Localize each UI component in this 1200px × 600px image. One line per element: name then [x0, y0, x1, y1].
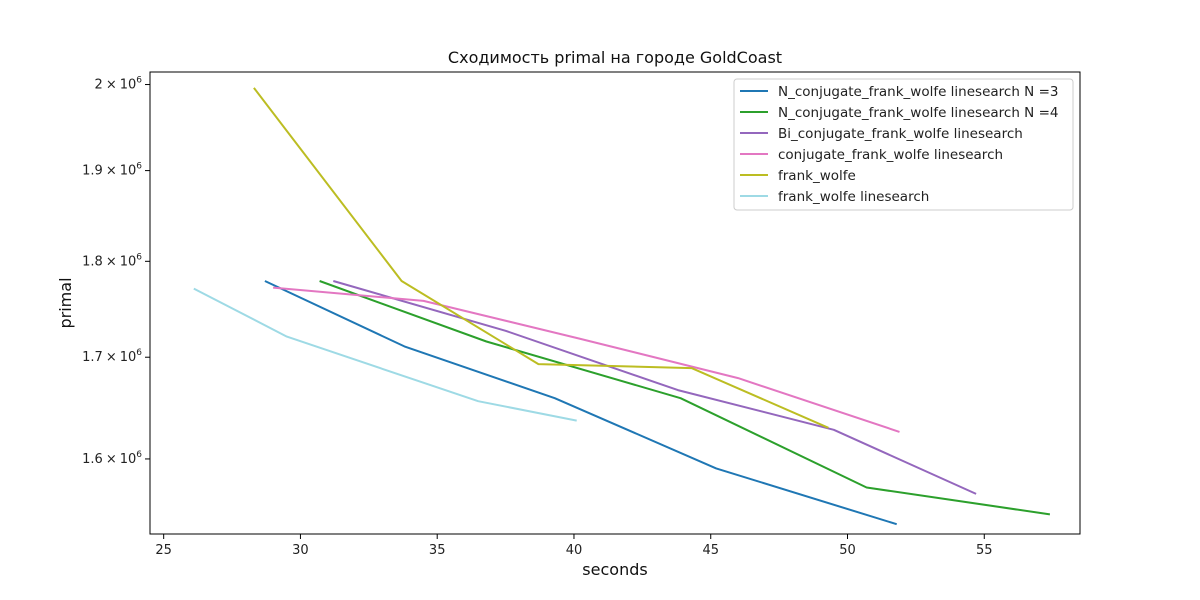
y-tick-exponent: 6	[136, 252, 142, 262]
x-tick-label: 50	[839, 543, 856, 558]
y-tick-times: ×	[106, 350, 117, 365]
x-axis-label: seconds	[582, 560, 647, 579]
x-tick-label: 35	[429, 543, 446, 558]
y-axis-label: primal	[56, 277, 75, 328]
y-tick-exponent: 6	[136, 450, 142, 460]
chart-title: Сходимость primal на городе GoldCoast	[448, 48, 782, 67]
y-tick-mantissa: 1.8	[82, 254, 103, 269]
legend-label: frank_wolfe	[778, 168, 856, 184]
y-tick-base: 10	[120, 78, 137, 93]
y-tick-mantissa: 1.9	[82, 164, 103, 179]
series-line-5	[253, 87, 829, 429]
legend: N_conjugate_frank_wolfe linesearch N =3 N…	[733, 78, 1074, 211]
y-tick-times: ×	[106, 254, 117, 269]
x-tick-label: 40	[566, 543, 583, 558]
y-tick-mantissa: 1.7	[82, 350, 103, 365]
legend-label: N_conjugate_frank_wolfe linesearch N =3	[778, 84, 1058, 100]
legend-frame	[733, 78, 1074, 211]
legend-label: Bi_conjugate_frank_wolfe linesearch	[778, 126, 1023, 142]
y-tick-times: ×	[106, 164, 117, 179]
y-tick-label: 1.9 × 106	[82, 162, 142, 179]
x-tick-label: 45	[702, 543, 719, 558]
series-line-2	[319, 280, 1051, 516]
series-line-6	[193, 287, 577, 422]
y-tick-exponent: 6	[136, 348, 142, 358]
y-tick-label: 1.7 × 106	[82, 348, 142, 365]
x-axis-ticks: 25 30 35 40 45 50 55	[155, 534, 993, 558]
y-tick-mantissa: 2	[95, 78, 103, 93]
y-tick-times: ×	[106, 78, 117, 93]
y-tick-base: 10	[120, 254, 137, 269]
series-lines	[193, 87, 1051, 526]
series-line-1	[264, 280, 897, 526]
series-line-4	[273, 286, 900, 433]
legend-label: conjugate_frank_wolfe linesearch	[778, 147, 1003, 163]
y-tick-base: 10	[120, 350, 137, 365]
x-tick-label: 30	[292, 543, 309, 558]
legend-label: N_conjugate_frank_wolfe linesearch N =4	[778, 105, 1058, 121]
legend-label: frank_wolfe linesearch	[778, 189, 929, 205]
x-tick-label: 25	[155, 543, 172, 558]
y-tick-label: 1.6 × 106	[82, 450, 142, 467]
y-tick-label: 1.8 × 106	[82, 252, 142, 269]
y-tick-times: ×	[106, 452, 117, 467]
y-tick-exponent: 6	[136, 76, 142, 86]
y-tick-label: 2 × 106	[95, 76, 143, 93]
y-tick-base: 10	[120, 164, 137, 179]
legend-entries: N_conjugate_frank_wolfe linesearch N =3 N…	[740, 84, 1058, 205]
series-line-3	[333, 280, 977, 495]
x-tick-label: 55	[976, 543, 993, 558]
y-tick-mantissa: 1.6	[82, 452, 103, 467]
y-tick-exponent: 6	[136, 162, 142, 172]
y-tick-base: 10	[120, 452, 137, 467]
